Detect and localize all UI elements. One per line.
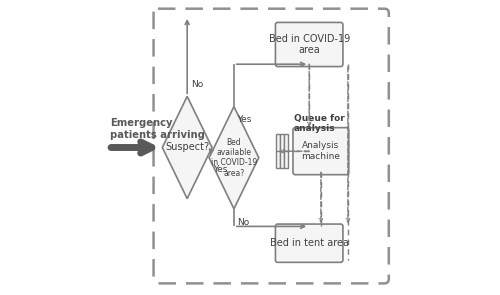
Text: Analysis
machine: Analysis machine xyxy=(302,142,341,161)
Bar xyxy=(284,134,288,168)
Text: Bed in COVID-19
area: Bed in COVID-19 area xyxy=(268,34,350,55)
Polygon shape xyxy=(209,106,259,209)
FancyBboxPatch shape xyxy=(276,224,343,262)
Text: Emergency
patients arriving: Emergency patients arriving xyxy=(110,118,204,140)
Text: Yes: Yes xyxy=(237,115,251,124)
Text: No: No xyxy=(190,80,203,89)
FancyBboxPatch shape xyxy=(276,22,343,67)
Text: Bed in tent area: Bed in tent area xyxy=(270,238,348,248)
Bar xyxy=(276,134,280,168)
FancyBboxPatch shape xyxy=(293,128,349,175)
Text: Suspect?: Suspect? xyxy=(165,142,209,153)
Text: No: No xyxy=(237,218,249,227)
Text: Yes: Yes xyxy=(214,165,228,174)
Bar xyxy=(280,134,284,168)
Text: Bed
available
in COVID-19
area?: Bed available in COVID-19 area? xyxy=(211,138,257,178)
Text: Queue for
analysis: Queue for analysis xyxy=(294,114,344,133)
Polygon shape xyxy=(162,96,212,199)
